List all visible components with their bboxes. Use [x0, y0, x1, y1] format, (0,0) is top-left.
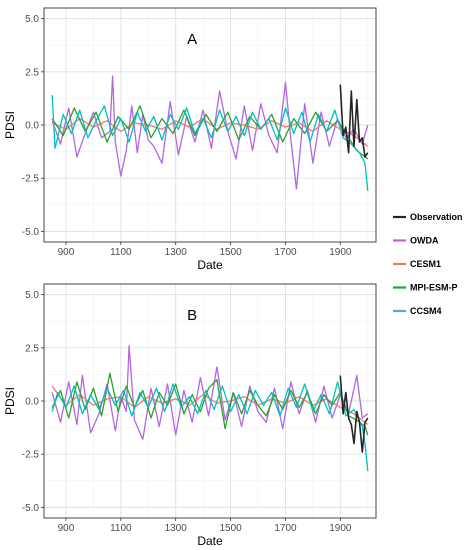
panel-label: B — [187, 307, 197, 324]
series-line-observation — [339, 84, 369, 158]
series-line-owda — [51, 75, 369, 190]
x-tick-label: 1100 — [110, 247, 132, 258]
x-tick-label: 900 — [58, 523, 75, 534]
series-line-ccsm4 — [51, 381, 369, 472]
x-tick-label: 900 — [58, 247, 75, 258]
series-line-cesm1 — [51, 117, 369, 147]
y-tick-label: -5.0 — [22, 227, 40, 238]
y-tick-label: 2.5 — [25, 343, 39, 354]
chart-panel-a: 900 1100 1300 1500 1700 1900 5.0 2.5 0.0 -2.5 -5.0… — [3, 7, 377, 272]
x-tick-label: 1900 — [329, 247, 352, 258]
y-tick-label: 5.0 — [25, 14, 39, 25]
x-axis-title: Date — [197, 258, 223, 272]
legend-label: CESM1 — [410, 259, 441, 269]
x-axis-title: Date — [197, 534, 223, 548]
legend-label: MPI-ESM-P — [410, 283, 458, 293]
y-tick-label: -2.5 — [22, 450, 40, 461]
x-tick-label: 1500 — [219, 247, 242, 258]
x-tick-label: 1700 — [274, 523, 297, 534]
series-line-mpi-esm-p — [51, 372, 369, 436]
y-tick-label: 0.0 — [25, 397, 39, 408]
series-line-owda — [51, 345, 369, 440]
y-axis-title: PDSI — [3, 387, 17, 415]
y-axis-title: PDSI — [3, 111, 17, 139]
series-line-ccsm4 — [51, 95, 369, 191]
x-tick-label: 1100 — [110, 523, 132, 534]
y-tick-label: 2.5 — [25, 67, 39, 78]
x-tick-label: 1900 — [329, 523, 352, 534]
y-tick-label: 5.0 — [25, 290, 39, 301]
legend-label: OWDA — [410, 236, 439, 246]
x-tick-label: 1700 — [274, 247, 297, 258]
chart-panel-b: 900 1100 1300 1500 1700 1900 5.0 2.5 0.0 -2.5 -5.0… — [3, 283, 377, 548]
x-tick-label: 1500 — [219, 523, 242, 534]
y-tick-label: -2.5 — [22, 174, 40, 185]
series-line-observation — [339, 375, 369, 453]
x-tick-label: 1300 — [165, 523, 188, 534]
legend-label: CCSM4 — [410, 306, 442, 316]
x-tick-label: 1300 — [165, 247, 188, 258]
panel-label: A — [187, 31, 197, 48]
legend-label: Observation — [410, 212, 463, 222]
y-tick-label: -5.0 — [22, 503, 40, 514]
y-tick-label: 0.0 — [25, 121, 39, 132]
legend: Observation OWDA CESM1 MPI-ESM-P CCSM4 — [393, 212, 463, 316]
